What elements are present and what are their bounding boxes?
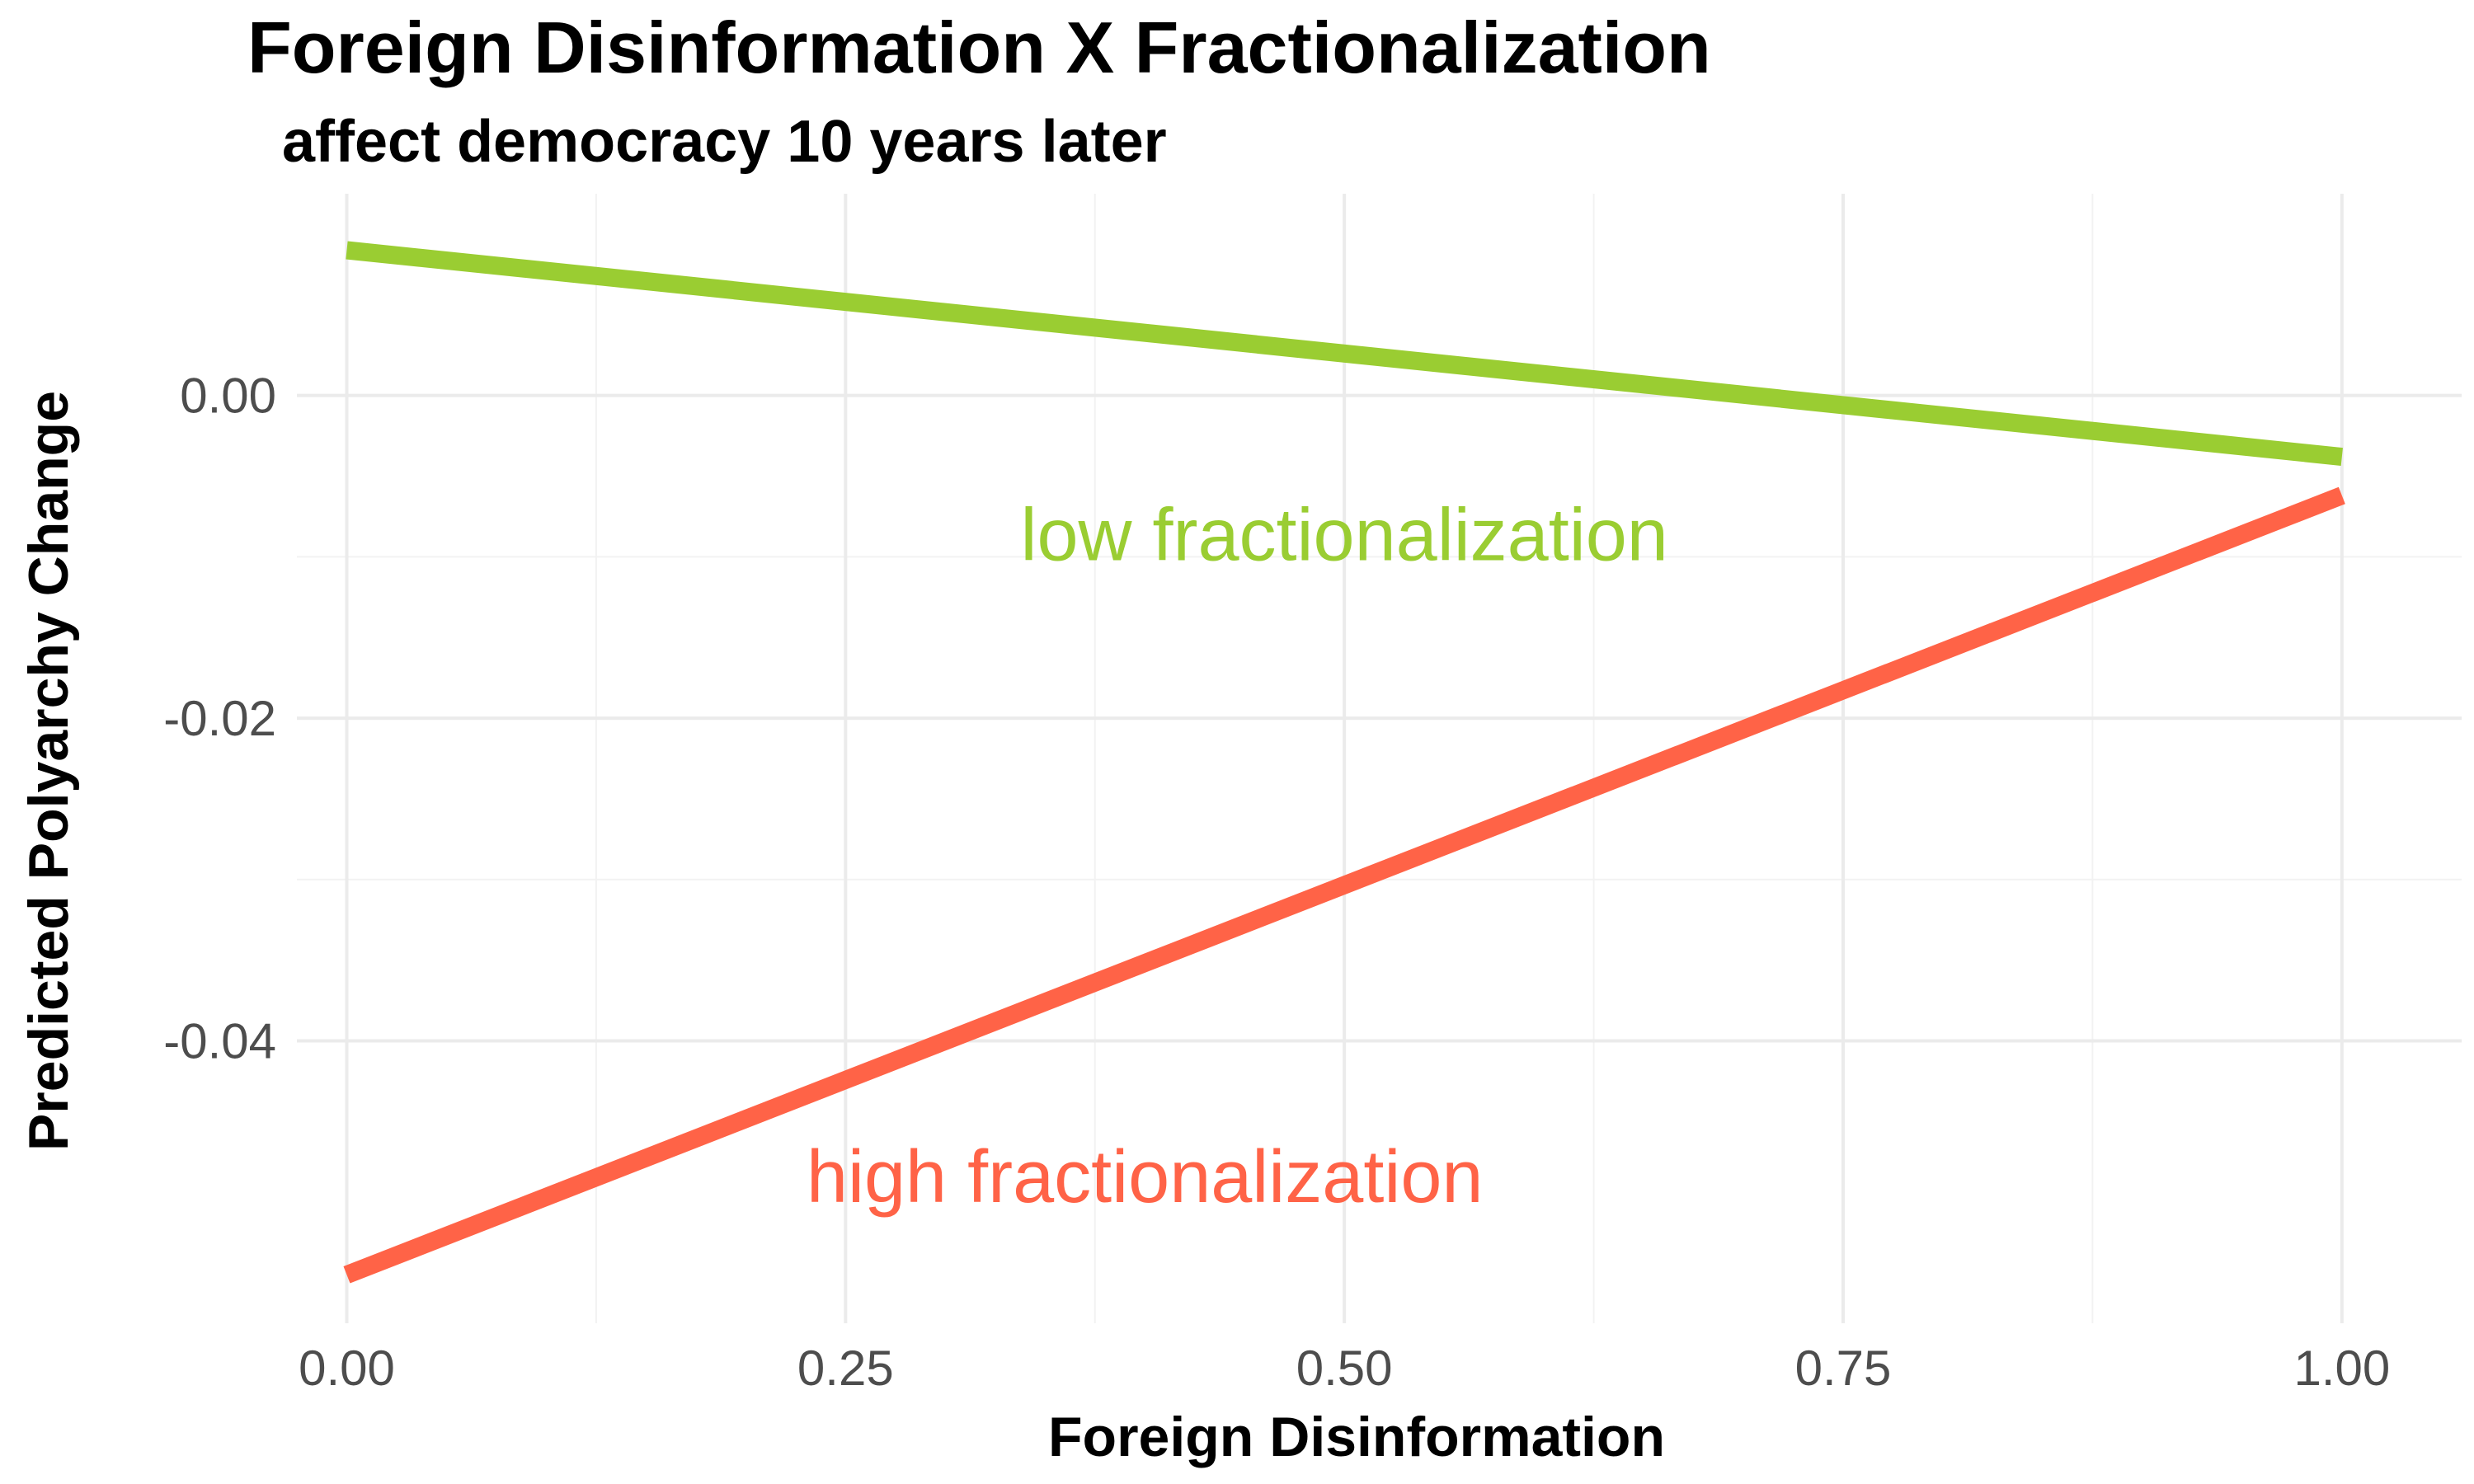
y-axis-title: Predicted Polyarchy Change — [17, 391, 80, 1151]
y-tick-label: 0.00 — [180, 369, 276, 424]
chart-title: Foreign Disinformation X Fractionalizati… — [247, 7, 1711, 88]
series-line — [343, 486, 2345, 1284]
x-tick-label: 0.25 — [797, 1341, 894, 1396]
chart-subtitle: affect democracy 10 years later — [282, 109, 1167, 175]
y-axis-ticks: 0.00 -0.02 -0.04 — [163, 369, 276, 1069]
series-lines — [343, 241, 2345, 1284]
annotations: low fractionalization high fractionalizat… — [807, 494, 1668, 1219]
x-axis-ticks: 0.00 0.25 0.50 0.75 1.00 — [299, 1341, 2390, 1396]
series-annotation: high fractionalization — [807, 1136, 1484, 1219]
x-tick-label: 0.50 — [1296, 1341, 1393, 1396]
y-tick-label: -0.04 — [163, 1014, 276, 1069]
series-annotation: low fractionalization — [1020, 494, 1667, 576]
x-tick-label: 0.00 — [299, 1341, 395, 1396]
y-tick-label: -0.02 — [163, 691, 276, 746]
series-line — [346, 241, 2343, 466]
x-tick-label: 1.00 — [2293, 1341, 2390, 1396]
x-tick-label: 0.75 — [1795, 1341, 1892, 1396]
x-axis-title: Foreign Disinformation — [1048, 1406, 1665, 1468]
